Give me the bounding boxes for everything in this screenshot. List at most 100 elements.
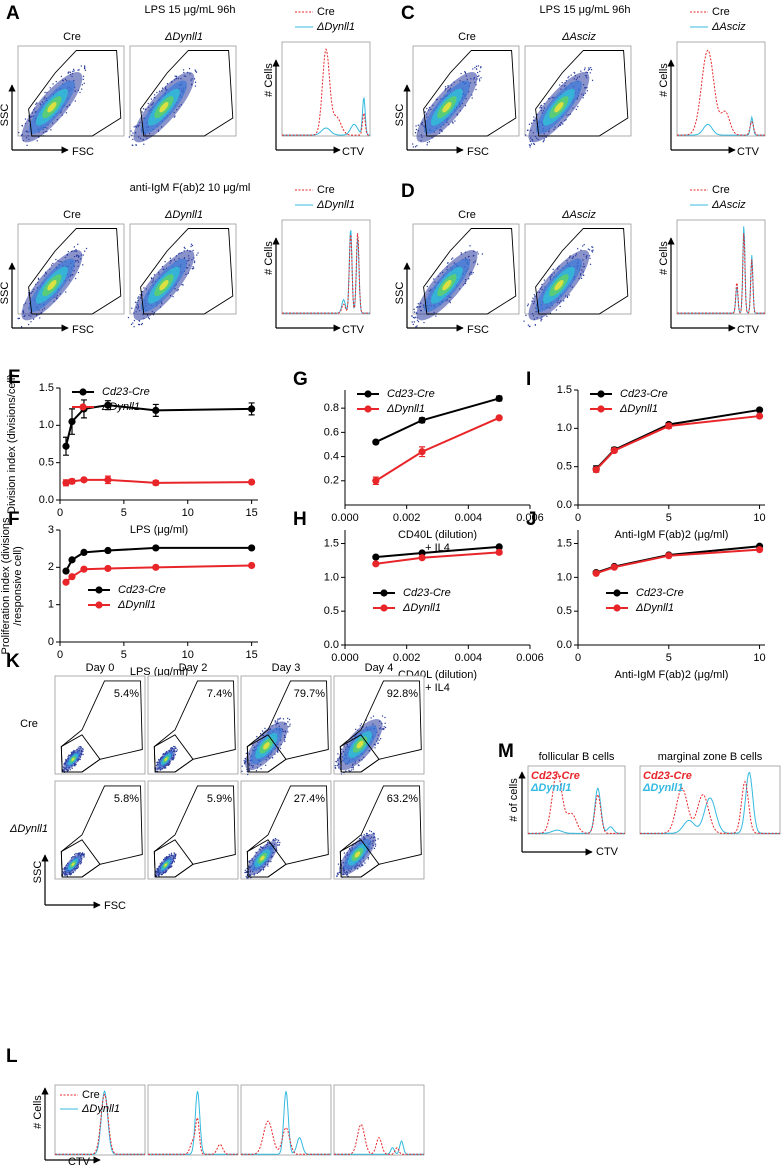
event-dot bbox=[278, 844, 280, 846]
event-dot bbox=[454, 120, 456, 122]
event-dot bbox=[65, 291, 67, 293]
event-dot bbox=[277, 718, 279, 720]
event-dot bbox=[476, 71, 479, 74]
x-axis-label: CD40L (dilution) bbox=[398, 529, 477, 541]
x-tick-label: 0.000 bbox=[331, 652, 359, 664]
event-dot bbox=[337, 863, 340, 865]
event-dot bbox=[135, 144, 137, 147]
legend-label: ΔAsciz bbox=[711, 21, 746, 33]
y-tick-label: 0.5 bbox=[557, 461, 572, 473]
event-dot bbox=[583, 243, 585, 246]
event-dot bbox=[361, 865, 363, 867]
event-dot bbox=[83, 82, 85, 84]
event-dot bbox=[416, 325, 418, 327]
event-dot bbox=[359, 725, 361, 727]
y-tick-label: 0.6 bbox=[324, 426, 339, 438]
legend-swatch bbox=[613, 589, 621, 597]
x-axis-label: LPS (μg/ml) bbox=[130, 666, 188, 678]
event-dot bbox=[63, 770, 66, 772]
gate bbox=[535, 228, 629, 315]
legend-label: ΔDynll1 bbox=[316, 21, 355, 33]
legend-swatch bbox=[597, 390, 605, 398]
x-axis-label: FSC bbox=[72, 324, 94, 336]
event-dot bbox=[478, 78, 481, 80]
y-axis-label: # Cells bbox=[263, 63, 275, 97]
y-tick-label: 0.5 bbox=[557, 605, 572, 617]
event-dot bbox=[566, 296, 569, 299]
plot-title: ΔDynll1 bbox=[164, 31, 203, 43]
event-dot bbox=[82, 854, 84, 856]
event-dot bbox=[259, 733, 262, 735]
panel-label: D bbox=[401, 181, 415, 202]
event-dot bbox=[540, 318, 542, 320]
histogram-curve bbox=[334, 1123, 424, 1155]
legend-label: Cd23-Cre bbox=[387, 388, 435, 400]
gate bbox=[423, 50, 517, 137]
event-dot bbox=[80, 65, 82, 67]
event-dot bbox=[347, 875, 349, 877]
event-dot bbox=[83, 856, 85, 858]
density-level bbox=[159, 280, 169, 291]
x-tick-label: 15 bbox=[245, 507, 257, 519]
event-dot bbox=[529, 146, 531, 148]
flow-density bbox=[241, 717, 291, 776]
legend-label: Cre bbox=[82, 1089, 100, 1101]
event-dot bbox=[533, 294, 536, 296]
gate bbox=[153, 839, 194, 878]
event-dot bbox=[580, 70, 582, 72]
x-axis-label: Anti-IgM F(ab)2 (μg/ml) bbox=[615, 529, 729, 541]
histogram-curve bbox=[282, 48, 370, 136]
event-dot bbox=[570, 74, 572, 76]
legend-label: Cre bbox=[317, 184, 335, 196]
data-point bbox=[62, 578, 70, 586]
event-dot bbox=[247, 773, 249, 776]
event-dot bbox=[444, 86, 447, 88]
event-dot bbox=[478, 75, 480, 77]
event-dot bbox=[423, 321, 425, 324]
y-tick-label: 0.0 bbox=[557, 639, 572, 651]
event-dot bbox=[370, 830, 373, 833]
event-dot bbox=[183, 246, 186, 248]
histogram-frame bbox=[240, 1084, 332, 1156]
event-dot bbox=[194, 70, 197, 72]
event-dot bbox=[559, 84, 561, 86]
gate bbox=[535, 50, 629, 137]
event-dot bbox=[21, 125, 24, 127]
event-dot bbox=[533, 143, 536, 145]
event-dot bbox=[278, 718, 281, 720]
event-dot bbox=[175, 750, 178, 753]
event-dot bbox=[336, 873, 339, 875]
event-dot bbox=[18, 131, 20, 134]
y-tick-label: 0.8 bbox=[324, 402, 339, 414]
legend-label: Cd23-Cre bbox=[636, 587, 684, 599]
gate-percent: 63.2% bbox=[387, 793, 418, 805]
event-dot bbox=[374, 747, 376, 749]
gate bbox=[60, 734, 101, 773]
event-dot bbox=[417, 124, 420, 126]
event-dot bbox=[35, 103, 37, 105]
event-dot bbox=[591, 79, 594, 82]
gate bbox=[153, 734, 194, 773]
event-dot bbox=[192, 267, 195, 269]
flow-density bbox=[411, 65, 482, 148]
series-line bbox=[595, 415, 760, 471]
event-dot bbox=[276, 839, 278, 841]
event-dot bbox=[591, 251, 594, 253]
data-point bbox=[755, 406, 764, 414]
x-axis-label: + IL4 bbox=[425, 682, 450, 694]
y-axis-label: SSC bbox=[394, 282, 406, 305]
event-dot bbox=[277, 751, 279, 753]
event-dot bbox=[411, 315, 413, 317]
event-dot bbox=[452, 257, 454, 259]
event-dot bbox=[476, 263, 479, 265]
gate-percent: 92.8% bbox=[387, 688, 418, 700]
flow-density bbox=[524, 66, 594, 148]
event-dot bbox=[274, 721, 277, 723]
histogram-curve bbox=[282, 233, 370, 314]
data-point bbox=[68, 556, 76, 564]
panel-label: E bbox=[8, 367, 21, 388]
event-dot bbox=[589, 72, 591, 74]
event-dot bbox=[540, 104, 543, 107]
event-dot bbox=[62, 868, 64, 870]
event-dot bbox=[480, 77, 482, 79]
